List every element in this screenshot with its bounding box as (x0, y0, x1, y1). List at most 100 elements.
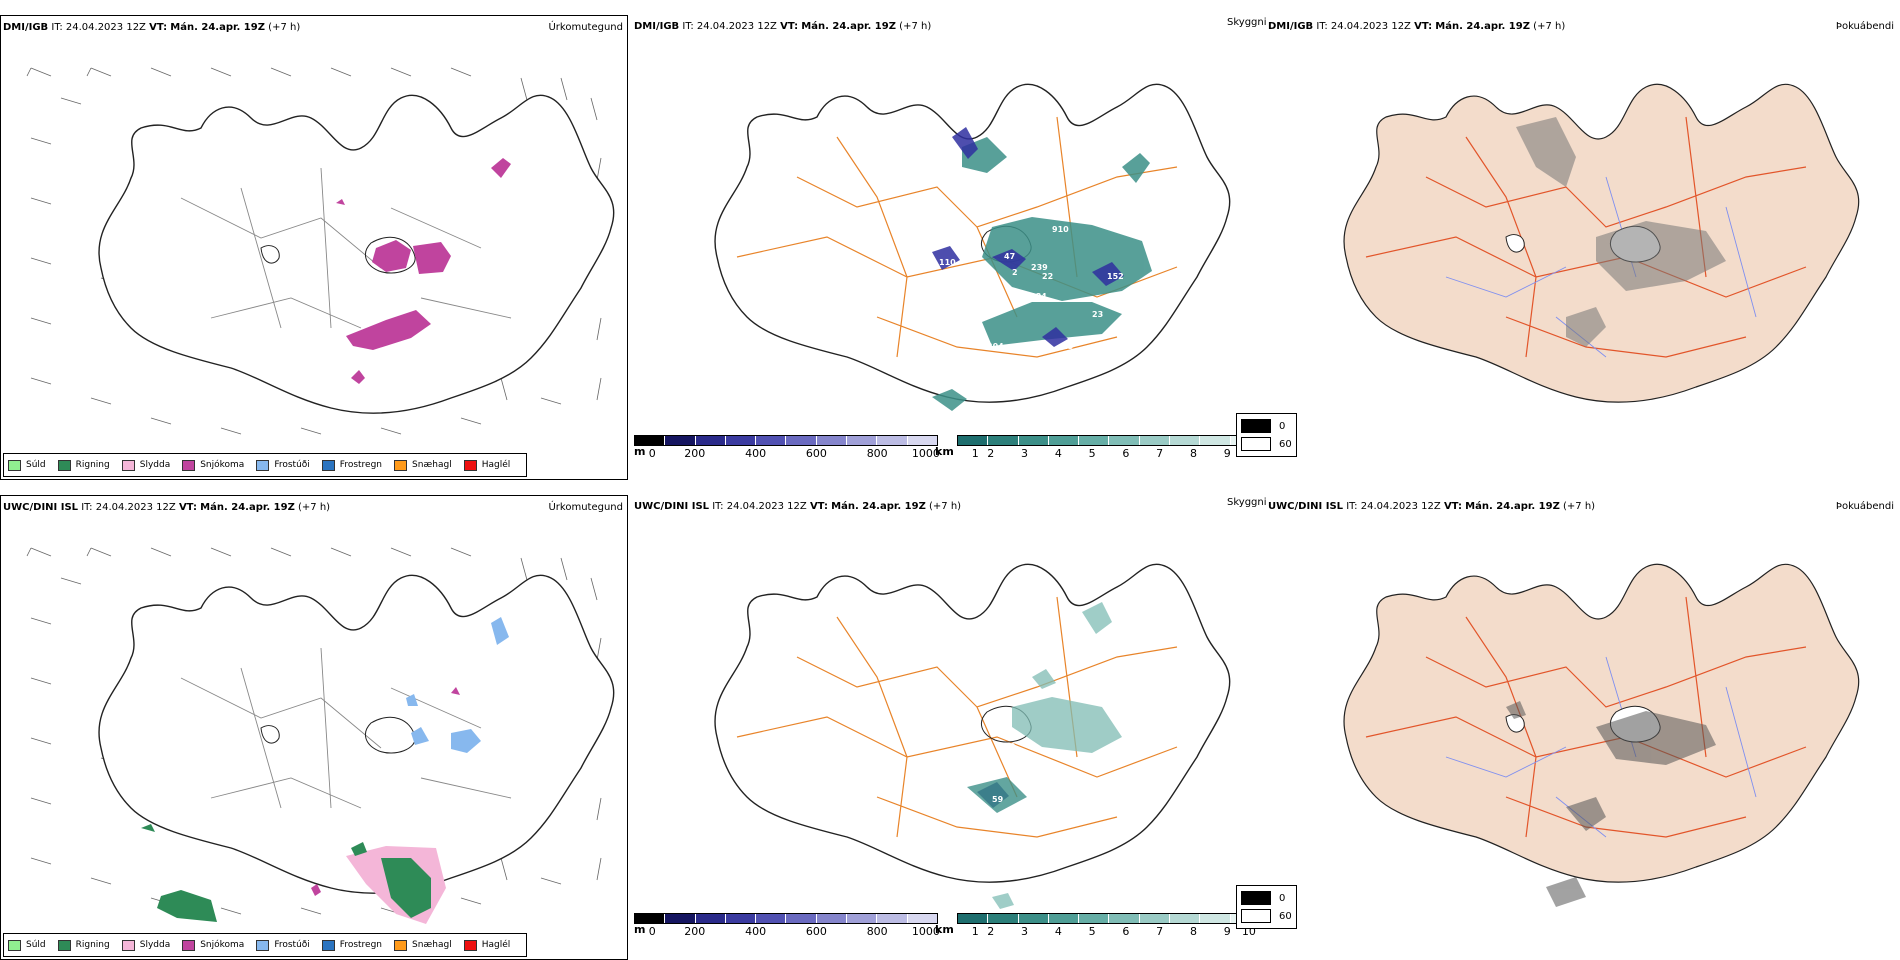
map-value-label: 239 (1031, 263, 1048, 272)
colorbar-segment (1048, 914, 1080, 923)
cloud-legend: 0 60 (1236, 885, 1297, 929)
colorbar-tick: 400 (745, 925, 767, 938)
cloud-legend-swatch (1241, 419, 1271, 433)
legend-label: Slydda (139, 940, 171, 950)
colorbar-segment (1170, 436, 1201, 445)
colorbar-tick: 1000 (911, 447, 940, 460)
legend-item: Rigning (57, 459, 110, 471)
legend-label: Snjókoma (200, 460, 245, 470)
colorbar-segment (1018, 436, 1049, 445)
cloud-legend-label: 60 (1279, 438, 1292, 450)
colorbar-tick: 8 (1189, 447, 1197, 460)
colorbar-segment (907, 436, 937, 445)
colorbar-tick: 3 (1021, 447, 1029, 460)
fog-area (1506, 701, 1716, 907)
legend-item: Frostregn (321, 459, 382, 471)
colorbar-segment (725, 914, 757, 923)
colorbar-segment (847, 914, 878, 923)
precip-legend: Súld Rigning Slydda Snjókoma Frostúði Frostre… (3, 453, 528, 477)
colorbar-segment (1200, 436, 1231, 445)
colorbar-segment (877, 914, 908, 923)
panel-title: UWC/DINI ISL IT: 24.04.2023 12Z VT: Mán.… (634, 501, 962, 512)
legend-label: Rigning (75, 940, 110, 950)
panel-param: Skyggni (1227, 497, 1267, 508)
ceiling-area (932, 127, 1124, 347)
legend-label: Snæhagl (412, 940, 452, 950)
colorbar-tick: 800 (866, 447, 888, 460)
map-value-label: 13 (1112, 742, 1123, 751)
vis-panel-row2: UWC/DINI ISL IT: 24.04.2023 12Z VT: Mán.… (632, 495, 1267, 960)
map-value-label: 40 (1004, 742, 1016, 751)
colorbar-segment (816, 914, 848, 923)
colorbar-segment (1079, 914, 1110, 923)
colorbar-tick: 8 (1189, 925, 1197, 938)
colorbar-segment (958, 914, 989, 923)
map-value-label: 152 (1107, 272, 1124, 281)
visibility-area (992, 602, 1122, 909)
legend-swatch (121, 939, 135, 951)
cloud-legend-label: 0 (1279, 420, 1286, 432)
legend-item: Haglél (463, 939, 510, 951)
legend-swatch (463, 939, 477, 951)
legend-label: Súld (26, 940, 46, 950)
legend-swatch (57, 939, 71, 951)
cloud-legend-swatch (1241, 909, 1271, 923)
colorbar-tick: 9 (1223, 925, 1231, 938)
visibility-map: 59 13 40 (632, 517, 1260, 909)
legend-swatch (256, 939, 270, 951)
colorbar-segment (635, 436, 666, 445)
colorbar-tick: 600 (805, 925, 827, 938)
map-value-label: 2 (1012, 268, 1018, 277)
panel-param: Skyggni (1227, 17, 1267, 28)
legend-item: Frostregn (321, 939, 383, 951)
legend-label: Frostúði (274, 460, 310, 470)
cloud-legend-label: 60 (1279, 910, 1292, 922)
colorbar-tick: 200 (684, 447, 706, 460)
panel-title: UWC/DINI ISL IT: 24.04.2023 12Z VT: Mán.… (1268, 501, 1596, 512)
legend-swatch (8, 939, 21, 951)
colorbar-tick: 1 (971, 925, 979, 938)
legend-item: Snjókoma (182, 459, 245, 471)
panel-title: DMI/IGB IT: 24.04.2023 12Z VT: Mán. 24.a… (3, 22, 301, 33)
colorbar-tick: 2 (987, 925, 995, 938)
colorbar-tick: 5 (1088, 447, 1096, 460)
colorbar-segment (756, 914, 787, 923)
legend-item: Snæhagl (394, 939, 452, 951)
map-value-label: 47 (1004, 252, 1015, 261)
cloud-legend-swatch (1241, 437, 1271, 451)
snow-area (336, 158, 511, 384)
precip-panel-row2: UWC/DINI ISL IT: 24.04.2023 12Z VT: Mán.… (0, 495, 628, 960)
map-value-label: 59 (992, 795, 1004, 804)
panel-title: UWC/DINI ISL IT: 24.04.2023 12Z VT: Mán.… (3, 502, 331, 513)
panel-param: Þokuábendi (1835, 501, 1894, 512)
colorbar-segment (695, 914, 726, 923)
legend-label: Súld (26, 460, 46, 470)
legend-swatch (182, 939, 196, 951)
panel-param: Þokuábendi (1835, 21, 1894, 32)
legend-label: Frostregn (339, 940, 383, 950)
map-value-label: 15 (1062, 342, 1074, 351)
colorbar-tick: 800 (866, 925, 888, 938)
cloud-legend-row: 0 (1241, 889, 1292, 907)
colorbar-segment (1109, 914, 1140, 923)
legend-label: Slydda (139, 460, 171, 470)
colorbar-segment (695, 436, 726, 445)
panel-param: Úrkomutegund (548, 22, 623, 33)
map-value-label: 204 (987, 342, 1004, 351)
freezing-drizzle-area (406, 617, 509, 753)
colorbar-segment (1139, 914, 1171, 923)
ceiling-colorbar: 0 200 400 600 800 1000 m (634, 435, 940, 460)
legend-item: Snjókoma (182, 939, 244, 951)
colorbar-segment (847, 436, 878, 445)
colorbar-segment (958, 436, 989, 445)
ceiling-colorbar: 0 200 400 600 800 1000 m (634, 913, 940, 938)
colorbar-tick: 6 (1122, 447, 1130, 460)
legend-swatch (394, 459, 408, 471)
colorbar-segment (1170, 914, 1201, 923)
legend-item: Haglél (463, 459, 510, 471)
fog-panel-row1: DMI/IGB IT: 24.04.2023 12Z VT: Mán. 24.a… (1236, 15, 1894, 480)
map-labels: 59 13 40 (992, 742, 1123, 804)
